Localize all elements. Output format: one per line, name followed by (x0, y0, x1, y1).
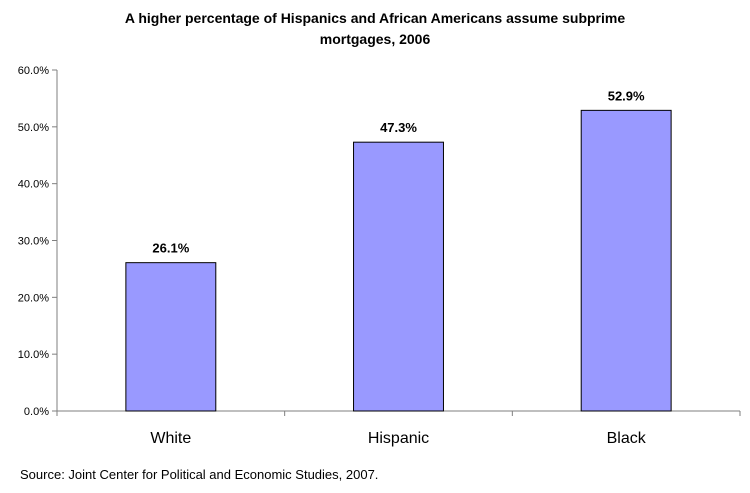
y-tick-label: 0.0% (24, 406, 49, 418)
bar-white (125, 262, 217, 412)
data-label-black: 52.9% (608, 88, 645, 103)
x-tick-label-white: White (150, 430, 191, 447)
bar-hispanic (353, 141, 444, 412)
chart-title: A higher percentage of Hispanics and Afr… (60, 8, 690, 50)
y-tick-label: 20.0% (18, 292, 49, 304)
x-tick-label-black: Black (607, 430, 647, 447)
data-label-hispanic: 47.3% (380, 120, 417, 135)
y-tick-label: 30.0% (18, 236, 49, 248)
y-tick-label: 60.0% (18, 65, 49, 77)
bar-black (580, 109, 672, 412)
chart-title-line-1: A higher percentage of Hispanics and Afr… (124, 10, 626, 26)
y-tick-label: 10.0% (18, 349, 49, 361)
y-tick-label: 40.0% (18, 179, 49, 191)
chart-source: Source: Joint Center for Political and E… (20, 467, 379, 482)
chart-title-line-2: mortgages, 2006 (319, 31, 431, 47)
y-tick-label: 50.0% (18, 122, 49, 134)
data-label-white: 26.1% (152, 241, 189, 256)
x-tick-label-hispanic: Hispanic (368, 430, 429, 447)
